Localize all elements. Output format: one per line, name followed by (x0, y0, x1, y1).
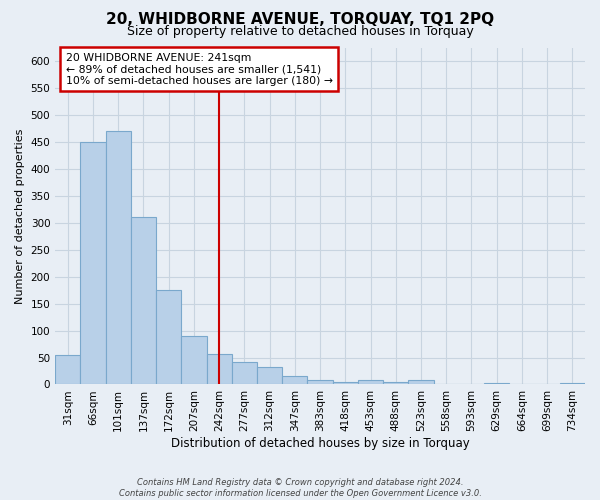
Bar (257, 367, 282, 384)
Text: Contains HM Land Registry data © Crown copyright and database right 2024.
Contai: Contains HM Land Registry data © Crown c… (119, 478, 481, 498)
Text: 20 WHIDBORNE AVENUE: 241sqm
← 89% of detached houses are smaller (1,541)
10% of : 20 WHIDBORNE AVENUE: 241sqm ← 89% of det… (66, 52, 333, 86)
X-axis label: Distribution of detached houses by size in Torquay: Distribution of detached houses by size … (171, 437, 469, 450)
Bar (409, 380, 434, 384)
Bar (307, 380, 332, 384)
Bar (156, 290, 181, 384)
Bar (332, 382, 358, 384)
Bar (484, 383, 509, 384)
Bar (282, 376, 307, 384)
Y-axis label: Number of detached properties: Number of detached properties (15, 128, 25, 304)
Text: 20, WHIDBORNE AVENUE, TORQUAY, TQ1 2PQ: 20, WHIDBORNE AVENUE, TORQUAY, TQ1 2PQ (106, 12, 494, 28)
Bar (80, 142, 106, 384)
Bar (55, 355, 80, 384)
Bar (181, 336, 206, 384)
Bar (206, 354, 232, 384)
Bar (232, 362, 257, 384)
Bar (358, 380, 383, 384)
Bar (106, 131, 131, 384)
Text: Size of property relative to detached houses in Torquay: Size of property relative to detached ho… (127, 25, 473, 38)
Bar (383, 382, 409, 384)
Bar (131, 218, 156, 384)
